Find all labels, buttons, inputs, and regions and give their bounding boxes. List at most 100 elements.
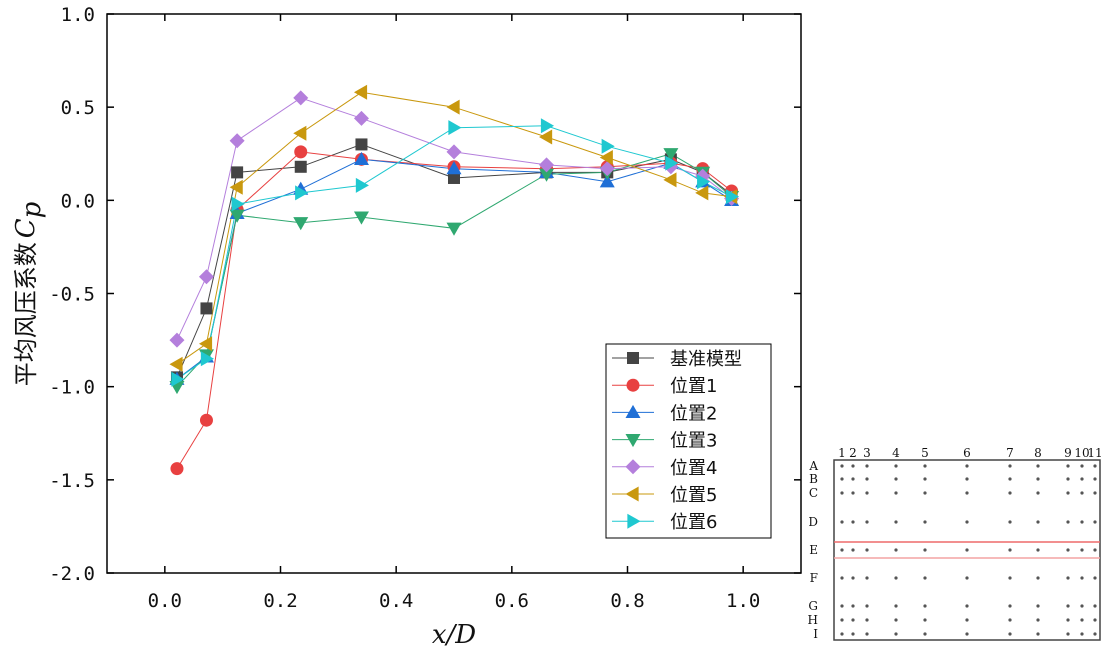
tap-dot	[894, 618, 898, 622]
x-tick-label: 0.6	[495, 590, 529, 612]
tap-dot	[851, 491, 855, 495]
tap-dot	[1093, 520, 1097, 524]
tap-dot	[1066, 576, 1070, 580]
y-tick-label: 0.0	[61, 190, 95, 212]
y-axis-title-subscript: p	[17, 201, 47, 218]
legend-marker	[625, 433, 641, 448]
tap-dot	[1066, 632, 1070, 636]
data-point	[200, 302, 213, 315]
tap-dot	[1008, 464, 1012, 468]
tap-dot	[965, 548, 969, 552]
tap-dot	[965, 632, 969, 636]
tap-dot	[851, 477, 855, 481]
y-axis-title-symbol: C	[11, 218, 41, 238]
tap-dot	[894, 464, 898, 468]
data-point	[540, 118, 555, 134]
diagram-column-label: 8	[1034, 446, 1042, 460]
data-point	[294, 160, 307, 173]
data-point	[599, 174, 615, 188]
tap-dot	[851, 576, 855, 580]
legend-item: 位置1	[612, 376, 717, 397]
tap-dot	[865, 520, 869, 524]
tap-dot	[840, 632, 844, 636]
x-tick-label: 0.2	[263, 590, 297, 612]
data-point	[293, 217, 309, 231]
data-point	[695, 185, 709, 201]
diagram-row-label: F	[810, 571, 818, 585]
diagram-column-label: 2	[849, 446, 857, 460]
data-point	[169, 332, 185, 348]
data-point	[355, 138, 368, 151]
tap-dot	[923, 477, 927, 481]
tap-dot	[1080, 604, 1084, 608]
legend-label: 基准模型	[670, 349, 742, 370]
tap-dot	[923, 520, 927, 524]
diagram-column-label: 4	[892, 446, 900, 460]
diagram-row-label: B	[809, 472, 818, 486]
legend-label: 位置2	[670, 403, 717, 424]
tap-dot	[965, 464, 969, 468]
data-point	[171, 371, 185, 387]
legend-label: 位置1	[670, 376, 717, 397]
tap-dot	[965, 491, 969, 495]
tap-dot	[965, 477, 969, 481]
data-point	[199, 413, 213, 427]
data-point	[446, 222, 462, 236]
tap-dot	[1093, 576, 1097, 580]
diagram-column-label: 10	[1074, 446, 1089, 460]
y-tick-label: -0.5	[49, 284, 95, 306]
diagram-column-label: 1	[838, 446, 846, 460]
legend-marker	[626, 378, 640, 392]
data-point	[539, 168, 555, 182]
tap-dot	[851, 618, 855, 622]
data-point	[446, 99, 460, 115]
data-point	[446, 161, 462, 175]
tap-dot	[865, 604, 869, 608]
tap-dot	[865, 477, 869, 481]
tap-dot	[1093, 604, 1097, 608]
data-point	[353, 211, 369, 225]
tap-dot	[840, 604, 844, 608]
diagram-column-label: 3	[863, 446, 871, 460]
data-point	[725, 189, 740, 205]
legend-item: 位置5	[612, 485, 717, 506]
series-layer	[169, 84, 740, 476]
tap-dot	[923, 618, 927, 622]
data-point	[353, 84, 368, 100]
tap-dot	[1066, 548, 1070, 552]
legend-item: 位置2	[612, 403, 717, 424]
tap-dot	[1066, 477, 1070, 481]
diagram-row-label: H	[808, 613, 818, 627]
legend-item: 位置6	[612, 512, 717, 533]
legend-marker	[625, 486, 639, 502]
diagram-column-label: 7	[1006, 446, 1014, 460]
data-point	[293, 90, 309, 106]
tap-dot	[1080, 491, 1084, 495]
tap-dot	[923, 576, 927, 580]
legend-item: 位置4	[612, 458, 717, 479]
legend-marker	[625, 459, 641, 475]
tap-dot	[965, 618, 969, 622]
data-point	[198, 336, 213, 352]
tap-dot	[1036, 548, 1040, 552]
tap-dot	[1080, 520, 1084, 524]
tap-dot	[1093, 477, 1097, 481]
tap-dot	[923, 604, 927, 608]
x-tick-label: 1.0	[726, 590, 760, 612]
tap-dot	[1093, 632, 1097, 636]
data-point	[231, 196, 245, 212]
diagram-row-label: C	[809, 486, 818, 500]
data-point	[446, 144, 462, 160]
tap-dot	[1093, 618, 1097, 622]
tap-dot	[840, 576, 844, 580]
data-point	[170, 462, 184, 476]
tap-dot	[851, 632, 855, 636]
y-tick-label: -1.5	[49, 470, 95, 492]
tap-dot	[1066, 604, 1070, 608]
tap-dot	[894, 548, 898, 552]
data-point	[229, 179, 243, 195]
diagram-row-label: E	[809, 543, 818, 557]
tap-dot	[923, 464, 927, 468]
